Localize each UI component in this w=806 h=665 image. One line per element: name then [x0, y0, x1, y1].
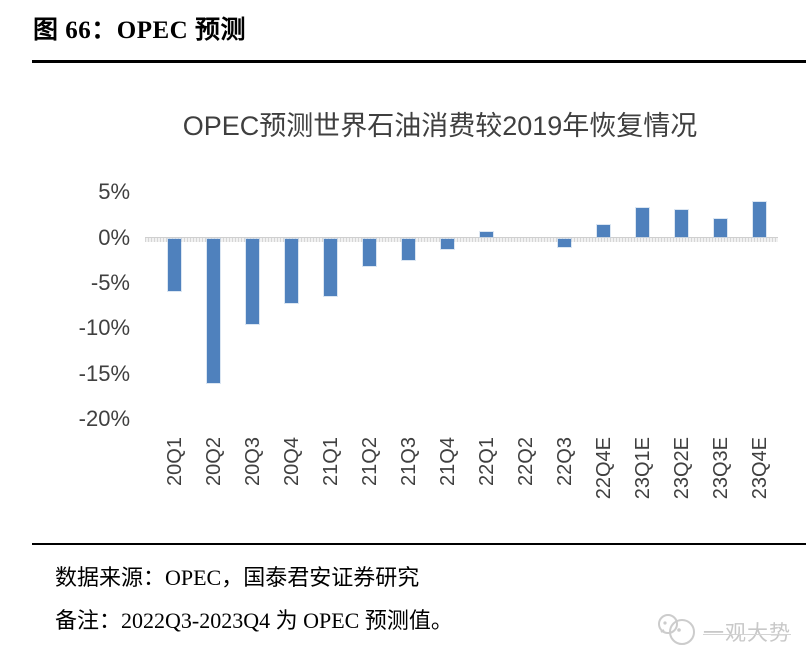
bar-23Q4E — [753, 202, 766, 238]
x-tick-label-20Q1: 20Q1 — [163, 437, 186, 486]
bar-23Q1E — [636, 208, 649, 238]
data-source-line: 数据来源：OPEC，国泰君安证券研究 — [55, 565, 420, 590]
bar-20Q3 — [246, 238, 259, 324]
brand-logo-icon — [655, 612, 697, 651]
watermark: 一观大势 — [655, 612, 791, 651]
bar-22Q3 — [558, 238, 571, 247]
bar-20Q1 — [168, 238, 181, 292]
note-line: 备注：2022Q3-2023Q4 为 OPEC 预测值。 — [55, 608, 453, 633]
bar-22Q4E — [597, 224, 610, 238]
x-tick-label-23Q3E: 23Q3E — [709, 437, 732, 500]
y-tick-label: -15% — [78, 360, 130, 386]
bar-21Q4 — [441, 238, 454, 250]
x-tick-label-22Q3: 22Q3 — [553, 437, 576, 486]
x-tick-label-21Q2: 21Q2 — [358, 437, 381, 486]
y-tick-label: -20% — [78, 406, 130, 432]
bar-22Q1 — [480, 232, 493, 238]
bar-20Q4 — [285, 238, 298, 303]
y-tick-label: -5% — [90, 269, 130, 295]
x-tick-label-22Q4E: 22Q4E — [592, 437, 615, 500]
x-tick-label-20Q3: 20Q3 — [241, 437, 264, 486]
x-tick-label-20Q4: 20Q4 — [280, 437, 303, 486]
bar-21Q1 — [324, 238, 337, 296]
y-tick-label: -10% — [78, 315, 130, 341]
x-tick-label-21Q3: 21Q3 — [397, 437, 420, 486]
watermark-text: 一观大势 — [703, 621, 791, 645]
bar-23Q3E — [714, 219, 727, 238]
x-tick-label-22Q1: 22Q1 — [475, 437, 498, 486]
header-divider — [32, 60, 806, 63]
footer-divider — [32, 543, 806, 545]
x-tick-label-23Q1E: 23Q1E — [631, 437, 654, 500]
x-tick-label-23Q2E: 23Q2E — [670, 437, 693, 500]
bar-chart-plot-area: 5% 0% -5% -10% -15% -20% 20Q1 20Q2 20Q3 20Q4 21Q1 2… — [78, 179, 778, 500]
bar-20Q2 — [207, 238, 220, 383]
x-tick-label-20Q2: 20Q2 — [202, 437, 225, 486]
bar-23Q2E — [675, 210, 688, 238]
x-tick-label-23Q4E: 23Q4E — [748, 437, 771, 500]
bar-21Q3 — [402, 238, 415, 261]
bar-21Q2 — [363, 238, 376, 266]
x-tick-label-21Q1: 21Q1 — [319, 437, 342, 486]
figure-label: 图 66：OPEC 预测 — [33, 17, 246, 44]
x-tick-label-21Q4: 21Q4 — [436, 437, 459, 486]
y-tick-label: 5% — [98, 179, 130, 205]
category-axis-line — [145, 236, 778, 242]
x-tick-label-22Q2: 22Q2 — [514, 437, 537, 486]
y-tick-label: 0% — [98, 224, 130, 250]
chart-title: OPEC预测世界石油消费较2019年恢复情况 — [182, 111, 698, 141]
